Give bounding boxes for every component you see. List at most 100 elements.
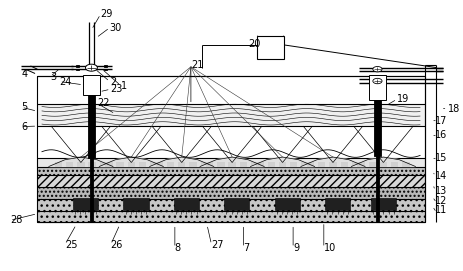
Bar	[105, 162, 113, 166]
Text: 17: 17	[435, 116, 448, 126]
Text: 2: 2	[110, 77, 116, 86]
Bar	[88, 162, 96, 166]
Bar	[329, 162, 337, 166]
Text: 15: 15	[435, 153, 448, 163]
Bar	[100, 162, 107, 166]
Polygon shape	[351, 157, 415, 166]
Bar	[257, 162, 264, 166]
Text: 4: 4	[21, 69, 27, 79]
Circle shape	[373, 78, 382, 84]
Polygon shape	[250, 157, 315, 166]
Bar	[217, 162, 225, 166]
Text: 24: 24	[59, 77, 72, 86]
Bar	[301, 162, 309, 166]
Bar	[318, 162, 325, 166]
Bar	[156, 162, 163, 166]
Bar	[369, 162, 376, 166]
Bar	[77, 162, 85, 166]
Bar	[38, 159, 425, 166]
Text: 27: 27	[212, 240, 224, 250]
Text: 26: 26	[111, 240, 123, 250]
Bar	[38, 105, 425, 126]
Bar	[38, 166, 425, 175]
Bar	[391, 162, 398, 166]
Bar	[200, 162, 208, 166]
Text: 20: 20	[248, 39, 261, 49]
Bar	[275, 198, 300, 210]
Bar	[325, 198, 350, 210]
Circle shape	[373, 66, 382, 72]
Bar	[369, 75, 386, 101]
Polygon shape	[301, 157, 365, 166]
Bar	[73, 198, 98, 210]
Text: 6: 6	[21, 122, 27, 132]
Bar	[189, 162, 197, 166]
Polygon shape	[99, 157, 163, 166]
Text: 7: 7	[244, 243, 250, 253]
Bar	[178, 162, 185, 166]
Bar	[38, 175, 425, 187]
Bar	[66, 162, 73, 166]
Text: 28: 28	[10, 215, 22, 225]
Polygon shape	[150, 157, 214, 166]
Bar	[38, 199, 425, 222]
Text: 18: 18	[448, 104, 460, 114]
Text: 22: 22	[97, 98, 109, 108]
Text: 8: 8	[175, 243, 181, 253]
Bar	[290, 162, 297, 166]
Text: 30: 30	[110, 23, 122, 33]
Text: 29: 29	[100, 9, 113, 19]
Bar	[38, 126, 425, 159]
Bar	[224, 198, 250, 210]
Circle shape	[86, 64, 97, 71]
Text: 23: 23	[111, 84, 123, 94]
Bar	[128, 162, 135, 166]
Text: 13: 13	[435, 186, 447, 196]
Bar	[83, 75, 100, 95]
Polygon shape	[200, 157, 264, 166]
Bar	[104, 65, 106, 67]
Bar	[123, 198, 149, 210]
Bar	[38, 187, 425, 199]
Bar	[88, 95, 94, 153]
Bar	[139, 162, 146, 166]
Bar	[380, 162, 387, 166]
Bar	[90, 110, 93, 222]
Text: 5: 5	[21, 102, 28, 112]
Bar	[357, 162, 364, 166]
Bar	[251, 162, 258, 166]
Text: 25: 25	[65, 240, 77, 250]
Text: 10: 10	[324, 243, 336, 253]
Bar	[76, 69, 79, 70]
Text: 14: 14	[435, 172, 447, 182]
Bar	[38, 76, 425, 105]
Bar	[341, 162, 348, 166]
Text: 1: 1	[121, 80, 127, 91]
Text: 21: 21	[191, 60, 203, 70]
Polygon shape	[49, 157, 113, 166]
Bar	[240, 162, 247, 166]
Bar	[279, 162, 286, 166]
Bar	[257, 36, 284, 59]
Bar	[167, 162, 174, 166]
Bar	[228, 162, 236, 166]
Text: 9: 9	[293, 243, 299, 253]
Bar	[352, 162, 359, 166]
Bar	[374, 101, 381, 156]
Bar	[371, 198, 396, 210]
Text: 12: 12	[435, 196, 448, 206]
Bar	[307, 162, 314, 166]
Bar	[55, 162, 62, 166]
Text: 11: 11	[435, 205, 447, 215]
Bar	[150, 162, 157, 166]
Bar	[402, 162, 410, 166]
Bar	[104, 69, 106, 70]
Text: 3: 3	[50, 72, 56, 82]
Bar	[76, 65, 79, 67]
Bar	[174, 198, 199, 210]
Text: 16: 16	[435, 131, 447, 140]
Bar	[375, 107, 379, 222]
Bar	[206, 162, 213, 166]
Bar	[88, 152, 94, 159]
Bar	[268, 162, 275, 166]
